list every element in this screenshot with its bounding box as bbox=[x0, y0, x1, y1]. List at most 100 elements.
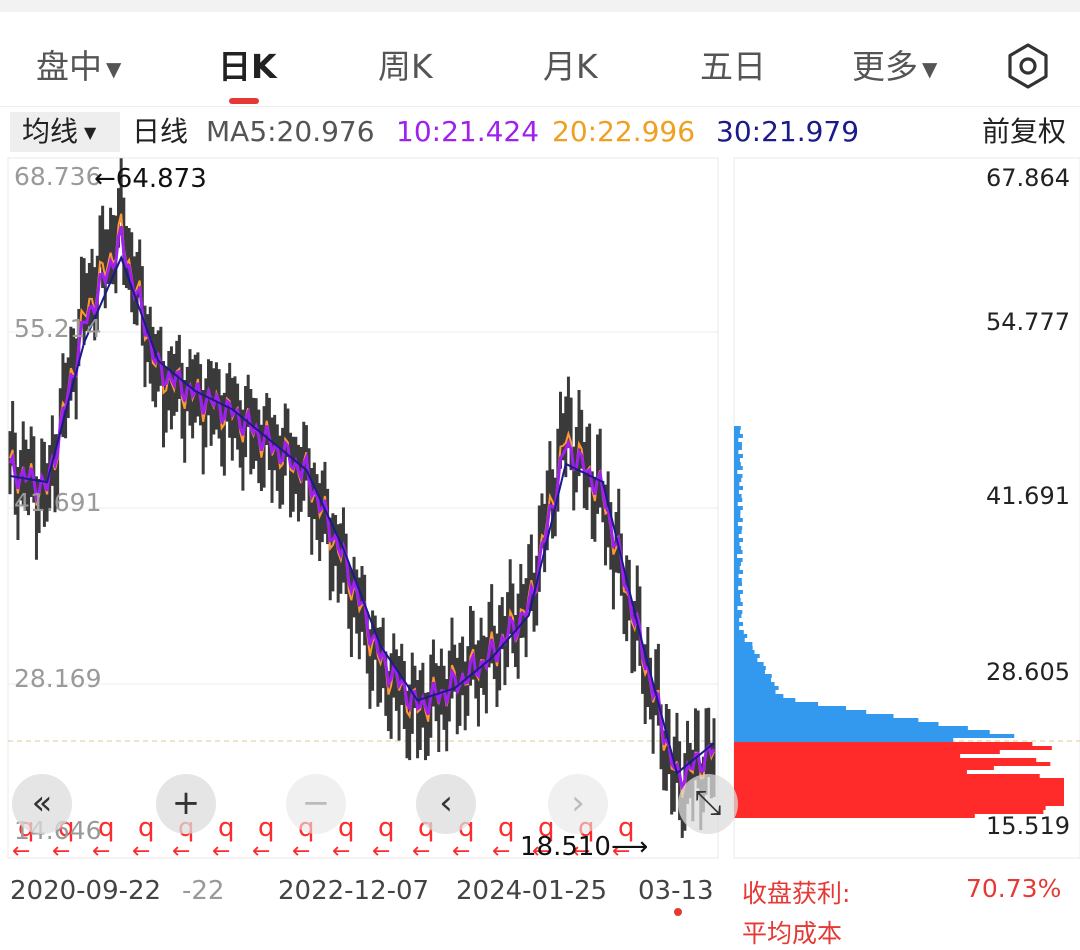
active-tab-indicator bbox=[229, 98, 259, 104]
zoom-in-icon[interactable]: + bbox=[156, 774, 216, 834]
chip-bar bbox=[734, 426, 741, 430]
caret-down-icon: ▼ bbox=[84, 123, 97, 142]
right-price-2: 54.777 bbox=[986, 308, 1070, 336]
left-arrow-icon: ← bbox=[172, 839, 190, 864]
price-label-3: 41.691 bbox=[14, 488, 102, 517]
chip-bar bbox=[734, 642, 753, 646]
tab-daily-k-label: 日K bbox=[218, 47, 277, 86]
tab-weekly-k-label: 周K bbox=[378, 47, 433, 86]
current-date-dot bbox=[674, 908, 682, 916]
price-label-4: 28.169 bbox=[14, 664, 102, 693]
chip-bar bbox=[734, 550, 743, 554]
chip-bar bbox=[734, 554, 738, 558]
chart-area: q←q←q←q←q←q←q←q←q←q←q←q←q←q←q←q← 68.736 … bbox=[0, 156, 1080, 948]
expand-icon[interactable]: ⤡ bbox=[678, 774, 738, 834]
chip-bar bbox=[734, 490, 739, 494]
chip-bar bbox=[734, 586, 739, 590]
chip-bar bbox=[734, 806, 1046, 810]
chip-bar bbox=[734, 610, 743, 614]
signal-marker: q bbox=[378, 813, 395, 843]
chip-bar bbox=[734, 534, 739, 538]
hexagon-gear-icon[interactable] bbox=[1004, 42, 1052, 90]
kline-chart[interactable]: q←q←q←q←q←q←q←q←q←q←q←q←q←q←q←q← bbox=[0, 156, 1080, 928]
date-label-1: 2020-09-22 bbox=[10, 876, 162, 906]
date-label-4: 2024-01-25 bbox=[456, 876, 608, 906]
next-icon[interactable]: › bbox=[548, 774, 608, 834]
chip-bar bbox=[734, 702, 819, 706]
chip-bar bbox=[734, 614, 742, 618]
date-label-2: -22 bbox=[182, 876, 225, 906]
left-arrow-icon: ← bbox=[412, 839, 430, 864]
profit-label: 收盘获利: bbox=[742, 879, 851, 908]
chip-bar bbox=[734, 718, 919, 722]
signal-marker: q bbox=[618, 813, 635, 843]
chip-bar bbox=[734, 478, 742, 482]
ma10-line bbox=[8, 225, 716, 790]
left-arrow-icon: ← bbox=[532, 839, 550, 864]
ma10-value: 10:21.424 bbox=[396, 115, 540, 148]
chip-bar bbox=[734, 698, 796, 702]
chip-bar bbox=[734, 486, 743, 490]
chip-bar bbox=[734, 778, 1064, 782]
chip-bar bbox=[734, 750, 1000, 754]
chip-bar bbox=[734, 618, 740, 622]
left-arrow-icon: ← bbox=[52, 839, 70, 864]
chip-bar bbox=[734, 598, 741, 602]
signal-marker: q bbox=[258, 813, 275, 843]
left-arrow-icon: ← bbox=[212, 839, 230, 864]
caret-down-icon: ▼ bbox=[106, 56, 122, 81]
zoom-out-icon[interactable]: − bbox=[286, 774, 346, 834]
price-label-2: 55.214 bbox=[14, 314, 102, 343]
tab-daily-k[interactable]: 日K bbox=[218, 40, 277, 88]
ma-selector-label: 均线 bbox=[22, 115, 79, 148]
left-arrow-icon: ← bbox=[252, 839, 270, 864]
tab-intraday-label: 盘中 bbox=[36, 47, 102, 86]
adjust-mode[interactable]: 前复权 bbox=[982, 115, 1067, 148]
ma-selector[interactable]: 均线 ▼ bbox=[10, 112, 120, 152]
chip-bar bbox=[734, 558, 743, 562]
tab-weekly-k[interactable]: 周K bbox=[378, 40, 433, 88]
tab-monthly-k[interactable]: 月K bbox=[543, 40, 598, 88]
high-marker: ←64.873 bbox=[94, 164, 207, 194]
chip-bar bbox=[734, 658, 758, 662]
signal-marker: q bbox=[338, 813, 355, 843]
chip-bar bbox=[734, 742, 1033, 746]
chip-bar bbox=[734, 794, 1064, 798]
low-marker: 18.510⟶ bbox=[520, 832, 649, 862]
left-arrow-icon: ← bbox=[332, 839, 350, 864]
chip-bar bbox=[734, 630, 744, 634]
chip-bar bbox=[734, 566, 740, 570]
right-price-top: 67.864 bbox=[986, 164, 1070, 192]
chip-bar bbox=[734, 678, 771, 682]
tab-intraday[interactable]: 盘中 ▼ bbox=[36, 40, 121, 88]
line-type-label: 日线 bbox=[132, 115, 189, 148]
chip-bar bbox=[734, 706, 846, 710]
chip-bar bbox=[734, 622, 743, 626]
chip-bar bbox=[734, 766, 994, 770]
chip-bar bbox=[734, 626, 740, 630]
tab-five-day[interactable]: 五日 bbox=[700, 40, 766, 88]
fast-back-icon[interactable]: « bbox=[12, 774, 72, 834]
right-price-bottom: 15.519 bbox=[986, 812, 1070, 840]
chip-bar bbox=[734, 458, 740, 462]
chip-bar bbox=[734, 734, 1015, 738]
chip-bar bbox=[734, 762, 1051, 766]
left-arrow-icon: ← bbox=[452, 839, 470, 864]
chip-bar bbox=[734, 810, 1044, 814]
prev-icon[interactable]: ‹ bbox=[416, 774, 476, 834]
chip-bar bbox=[734, 570, 743, 574]
tab-more[interactable]: 更多 ▼ bbox=[852, 40, 937, 88]
chip-bar bbox=[734, 494, 742, 498]
chip-bar bbox=[734, 690, 776, 694]
chip-bar bbox=[734, 574, 739, 578]
chip-bar bbox=[734, 650, 755, 654]
chip-bar bbox=[734, 746, 1052, 750]
chip-bar bbox=[734, 510, 741, 514]
chip-bar bbox=[734, 606, 738, 610]
chip-bar bbox=[734, 774, 1040, 778]
chip-distribution bbox=[734, 426, 1064, 818]
chip-bar bbox=[734, 438, 739, 442]
chip-bar bbox=[734, 726, 968, 730]
signal-marker: q bbox=[138, 813, 155, 843]
chip-bar bbox=[734, 518, 743, 522]
